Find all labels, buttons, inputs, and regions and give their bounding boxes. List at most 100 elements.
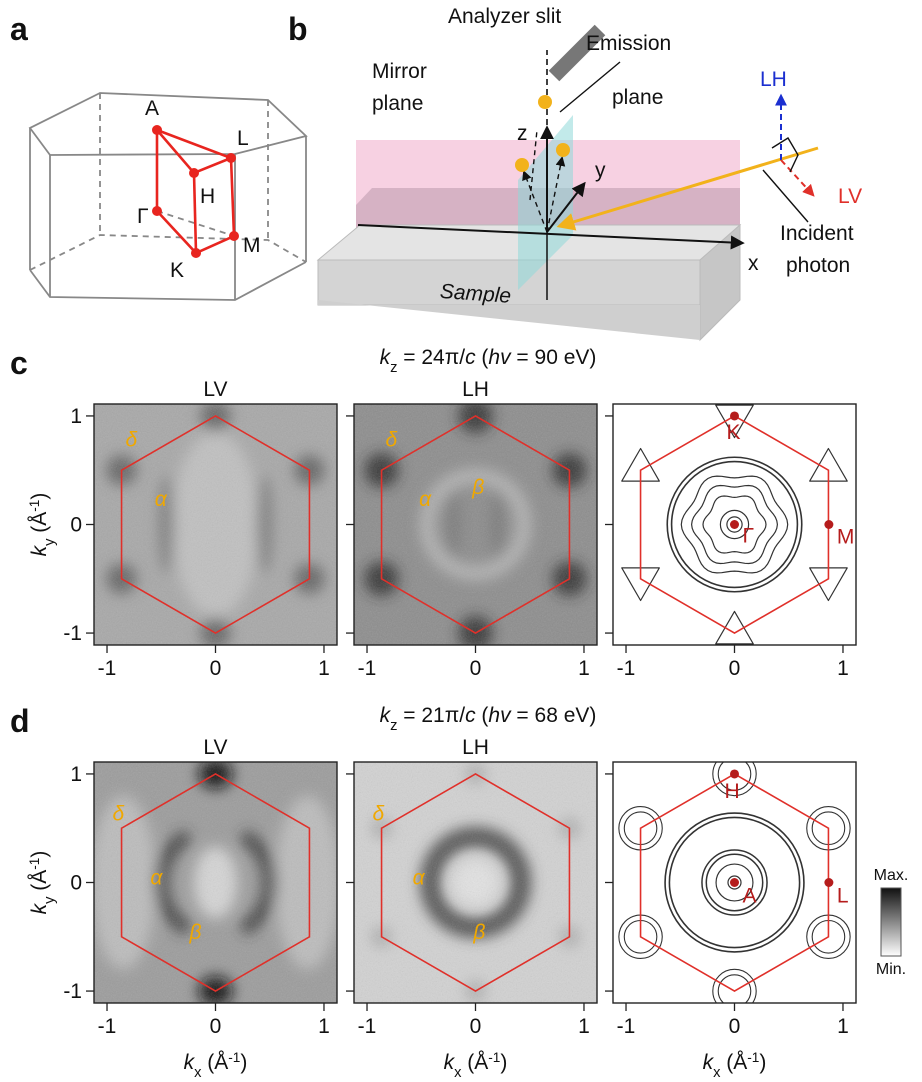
text-part: = 68 eV) <box>511 704 597 727</box>
text-part: ) <box>240 1051 247 1074</box>
annotation: Mirror <box>372 60 427 83</box>
text-part: = 90 eV) <box>511 346 597 369</box>
text-part: z <box>390 718 397 734</box>
y-tick-label: 0 <box>70 514 82 537</box>
point-label: M <box>243 234 261 257</box>
y-axis-label: ky (Å-1) <box>27 851 59 915</box>
y-tick-label: -1 <box>63 622 82 645</box>
map-title: LV <box>203 736 227 759</box>
colorbar-label: Min. <box>876 961 906 978</box>
text-part: -1 <box>27 500 42 512</box>
y-tick-label: -1 <box>63 980 82 1003</box>
point-label: Γ <box>137 205 149 228</box>
text-part: (Å <box>720 1051 747 1074</box>
symmetry-point <box>730 520 739 529</box>
text-part: c <box>465 346 476 369</box>
x-tick-label: 0 <box>210 1015 222 1038</box>
noise <box>354 762 597 1003</box>
x-tick-label: -1 <box>617 657 636 680</box>
text-part: = 24π/ <box>397 346 465 369</box>
y-tick-label: 1 <box>70 405 82 428</box>
x-tick-label: 0 <box>210 657 222 680</box>
text-part: ) <box>28 493 51 500</box>
x-tick-label: 0 <box>729 657 741 680</box>
symmetry-point <box>824 878 833 887</box>
annotation: Analyzer slit <box>448 5 561 28</box>
band-label: δ <box>385 428 397 451</box>
point-label: K <box>170 259 184 282</box>
point-label: H <box>200 185 215 208</box>
symmetry-point <box>730 878 739 887</box>
band-label: δ <box>112 803 124 826</box>
annotation: plane <box>372 92 423 115</box>
x-axis-label: kx (Å-1) <box>703 1050 767 1082</box>
panel-label: a <box>10 11 28 47</box>
page: { "panel_a": {"label": "a", "points": ["… <box>0 0 922 1082</box>
colorbar <box>881 888 901 956</box>
polarization: LH <box>760 68 787 91</box>
map-title: LH <box>462 736 489 759</box>
irreducible-zone <box>157 130 234 253</box>
x-tick-label: 1 <box>318 1015 330 1038</box>
point-label: A <box>145 97 159 120</box>
annotation: Incident <box>780 222 854 245</box>
map-title: LV <box>203 378 227 401</box>
x-tick-label: 0 <box>729 1015 741 1038</box>
text-part: ) <box>28 851 51 858</box>
text-part: -1 <box>747 1050 759 1065</box>
text-part: z <box>390 360 397 376</box>
x-tick-label: 1 <box>837 657 849 680</box>
point-label: L <box>237 127 249 150</box>
band-label: α <box>413 867 426 890</box>
x-tick-label: 0 <box>470 1015 482 1038</box>
text-part: (Å <box>201 1051 228 1074</box>
x-tick-label: -1 <box>358 1015 377 1038</box>
row-title: kz = 21π/c (hv = 68 eV) <box>380 704 597 734</box>
text-part: (Å <box>28 870 51 897</box>
axis-name: y <box>595 159 606 182</box>
text-part: -1 <box>488 1050 500 1065</box>
x-tick-label: -1 <box>98 657 117 680</box>
noise <box>94 762 337 1003</box>
text-part: ( <box>476 704 489 727</box>
x-tick-label: -1 <box>98 1015 117 1038</box>
text-part: ) <box>759 1051 766 1074</box>
text-part: (Å <box>461 1051 488 1074</box>
axis-name: z <box>517 122 528 145</box>
x-tick-label: 1 <box>578 657 590 680</box>
annotation: Emission <box>586 32 671 55</box>
y-axis-label: ky (Å-1) <box>27 493 59 557</box>
point-label: H <box>725 780 740 803</box>
brillouin-zone <box>30 93 306 300</box>
text-part: -1 <box>228 1050 240 1065</box>
band-label: β <box>188 921 201 944</box>
text-part: -1 <box>27 858 42 870</box>
symmetry-point <box>824 520 833 529</box>
panel-label: b <box>288 11 308 47</box>
x-axis-label: kx (Å-1) <box>184 1050 248 1082</box>
text-part: ( <box>476 346 489 369</box>
y-tick-label: 1 <box>70 763 82 786</box>
symmetry-point <box>730 411 739 420</box>
panel-label: d <box>10 703 30 739</box>
band-label: β <box>471 476 484 499</box>
band-label: δ <box>372 803 384 826</box>
band-label: α <box>155 488 168 511</box>
annotation: photon <box>786 254 850 277</box>
colorbar-label: Max. <box>874 867 909 884</box>
map <box>91 759 341 1006</box>
point-label: M <box>837 526 855 549</box>
symmetry-point <box>730 769 739 778</box>
axis-name: x <box>748 252 759 275</box>
band-label: α <box>419 488 432 511</box>
map-title: LH <box>462 378 489 401</box>
text-part: ) <box>500 1051 507 1074</box>
x-axis-label: kx (Å-1) <box>444 1050 508 1082</box>
panel-label: c <box>10 345 28 381</box>
text-part: hv <box>488 346 512 369</box>
row-title: kz = 24π/c (hv = 90 eV) <box>380 346 597 376</box>
point-label: A <box>743 885 757 908</box>
text-part: c <box>465 704 476 727</box>
band-label: δ <box>125 428 137 451</box>
polarization: LV <box>838 185 862 208</box>
